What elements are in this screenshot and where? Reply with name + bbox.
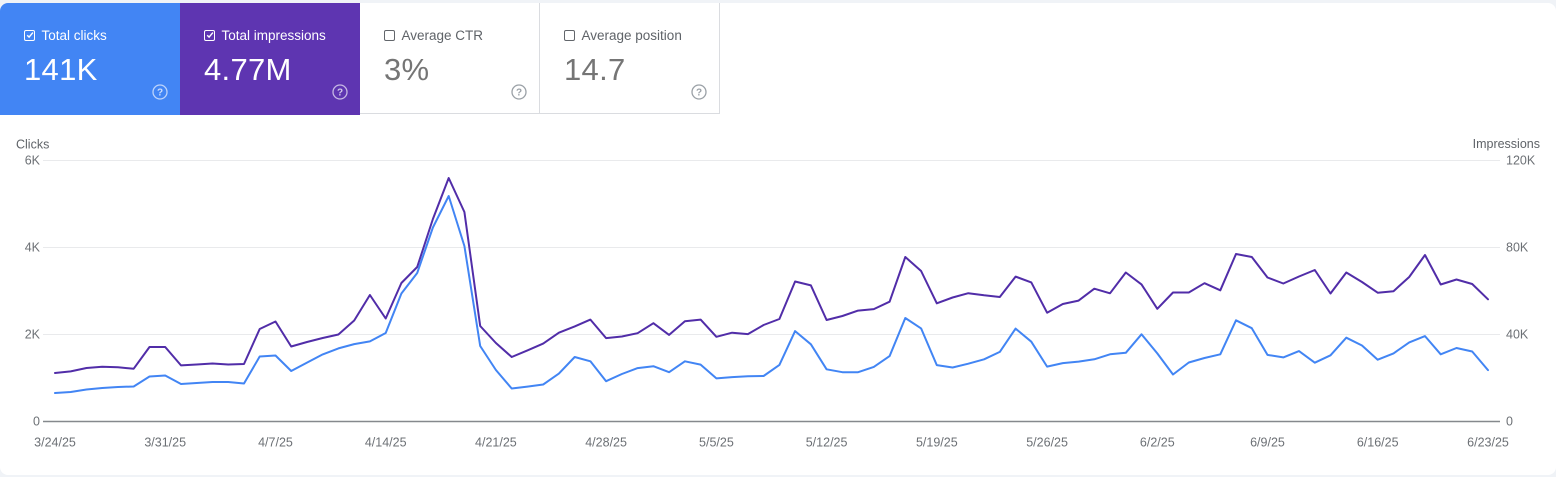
svg-text:Clicks: Clicks bbox=[16, 138, 49, 152]
svg-text:80K: 80K bbox=[1506, 240, 1529, 254]
svg-text:3/24/25: 3/24/25 bbox=[34, 436, 76, 450]
svg-text:4/7/25: 4/7/25 bbox=[258, 436, 293, 450]
svg-text:6/9/25: 6/9/25 bbox=[1250, 436, 1285, 450]
svg-text:Impressions: Impressions bbox=[1473, 137, 1540, 151]
svg-text:4/14/25: 4/14/25 bbox=[365, 436, 407, 450]
svg-text:2K: 2K bbox=[25, 327, 41, 341]
svg-text:5/12/25: 5/12/25 bbox=[806, 436, 848, 450]
svg-text:0: 0 bbox=[33, 414, 40, 428]
svg-text:6/16/25: 6/16/25 bbox=[1357, 436, 1399, 450]
svg-text:6/23/25: 6/23/25 bbox=[1467, 436, 1509, 450]
svg-text:40K: 40K bbox=[1506, 327, 1529, 341]
svg-text:4K: 4K bbox=[25, 240, 41, 254]
svg-text:4/28/25: 4/28/25 bbox=[585, 436, 627, 450]
svg-text:5/5/25: 5/5/25 bbox=[699, 436, 734, 450]
svg-text:6/2/25: 6/2/25 bbox=[1140, 436, 1175, 450]
svg-text:6K: 6K bbox=[25, 153, 41, 167]
svg-text:4/21/25: 4/21/25 bbox=[475, 436, 517, 450]
svg-text:?: ? bbox=[695, 88, 701, 99]
svg-text:120K: 120K bbox=[1506, 153, 1536, 167]
svg-text:?: ? bbox=[156, 88, 162, 99]
svg-text:5/19/25: 5/19/25 bbox=[916, 436, 958, 450]
svg-text:0: 0 bbox=[1506, 414, 1513, 428]
svg-text:3/31/25: 3/31/25 bbox=[144, 436, 186, 450]
svg-text:?: ? bbox=[336, 88, 342, 99]
svg-text:?: ? bbox=[515, 88, 521, 99]
svg-text:5/26/25: 5/26/25 bbox=[1026, 436, 1068, 450]
